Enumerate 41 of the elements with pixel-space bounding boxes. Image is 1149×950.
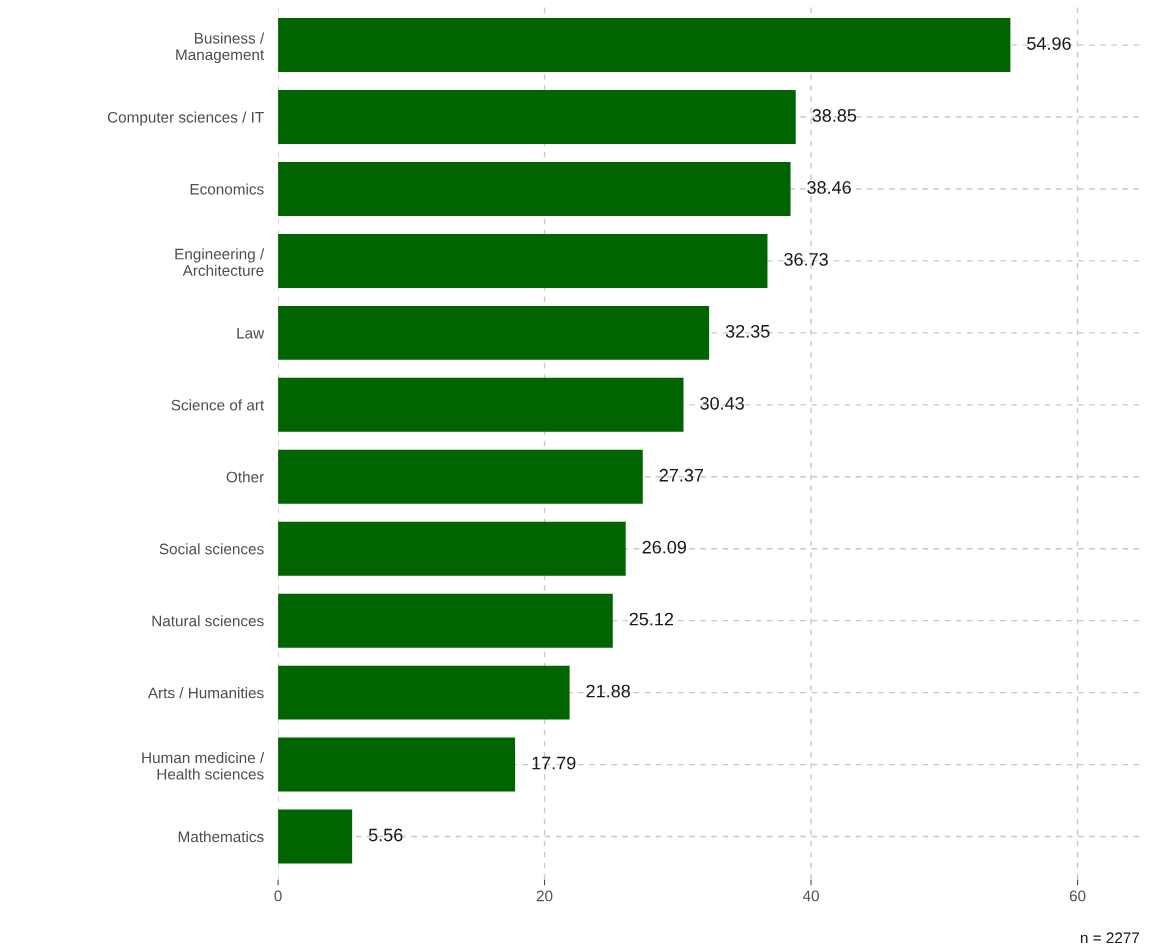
y-tick-label: Business / Management [176, 32, 265, 64]
bar [278, 377, 684, 432]
y-tick-label: Law [237, 327, 265, 339]
data-label: 54.96 [1027, 37, 1071, 50]
bar [278, 305, 710, 360]
bar [278, 665, 570, 720]
x-tick-label: 40 [802, 890, 819, 902]
y-tick-label: Human medicine / Health sciences [142, 751, 265, 780]
data-label: 21.88 [586, 684, 630, 698]
y-tick-label: Economics [190, 183, 264, 195]
data-label: 32.35 [725, 324, 770, 338]
data-label: 38.46 [807, 181, 851, 194]
y-tick-label: Social sciences [159, 543, 264, 555]
bar [278, 161, 791, 216]
data-label: 5.56 [368, 828, 403, 842]
x-tick-label: 20 [536, 890, 553, 902]
y-tick-label: Mathematics [178, 830, 264, 843]
data-label: 25.12 [629, 612, 674, 626]
x-tick-label: 0 [274, 890, 282, 902]
data-label: 26.09 [642, 540, 687, 554]
bar [278, 737, 516, 792]
y-tick-label: Natural sciences [152, 615, 264, 627]
bar [278, 809, 353, 864]
data-label: 30.43 [700, 396, 744, 410]
bar [278, 521, 626, 576]
data-label: 36.73 [784, 252, 828, 266]
data-label: 27.37 [659, 468, 704, 482]
y-tick-label: Arts / Humanities [147, 687, 264, 699]
x-tick-label: 60 [1069, 890, 1086, 902]
data-label: 38.85 [812, 109, 857, 122]
bar [278, 18, 1011, 73]
bar [278, 90, 796, 144]
y-tick-label: Other [226, 471, 264, 483]
bar [278, 449, 643, 504]
y-tick-label: Science of art [171, 399, 265, 411]
y-tick-label: Engineering / Architecture [175, 248, 265, 276]
bar [278, 593, 613, 648]
data-label: 17.79 [532, 756, 576, 770]
text: n = 2277 [1080, 932, 1140, 944]
bar [278, 233, 768, 288]
y-tick-label: Computer sciences / IT [107, 111, 264, 126]
